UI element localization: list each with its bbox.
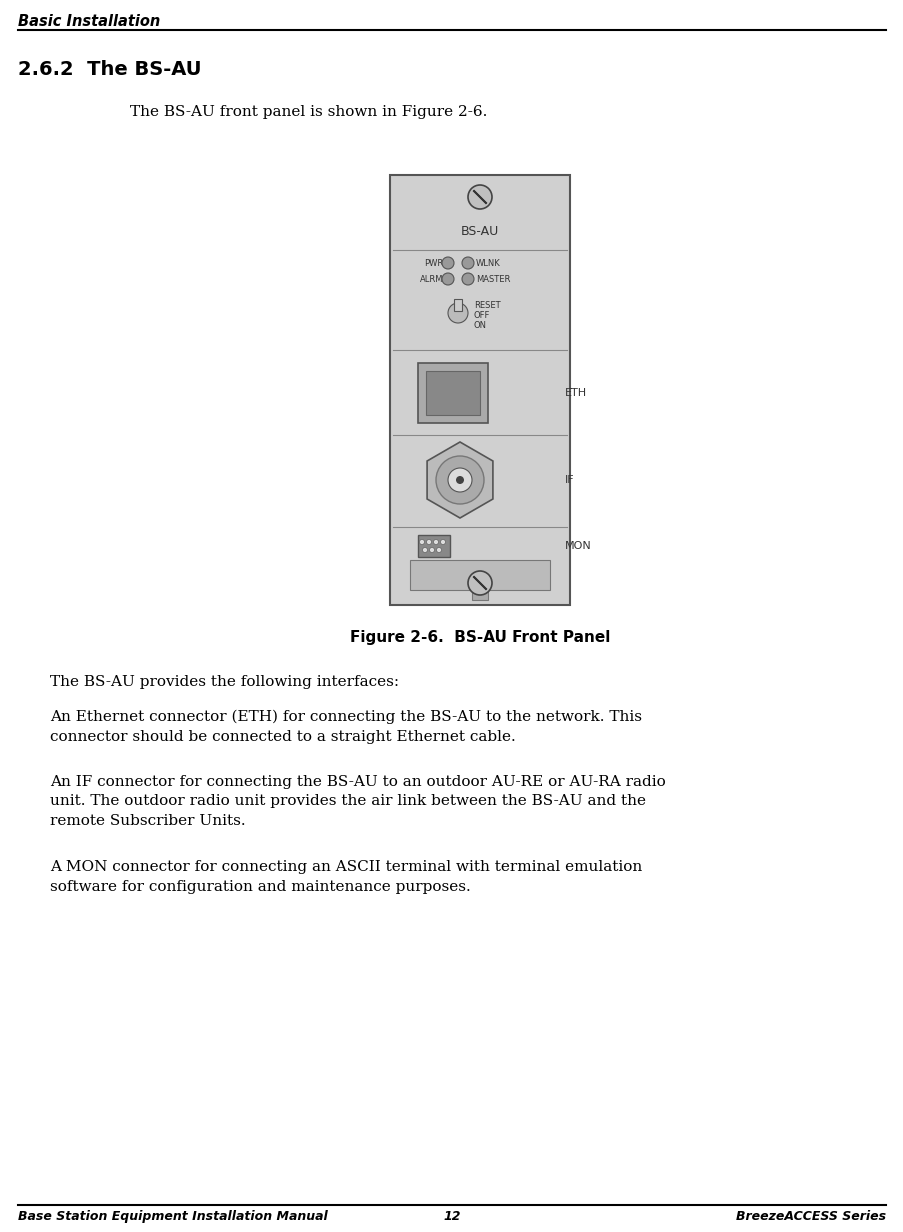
Circle shape [448,468,471,492]
Text: BreezeACCESS Series: BreezeACCESS Series [735,1210,885,1223]
Text: 12: 12 [442,1210,461,1223]
Text: Base Station Equipment Installation Manual: Base Station Equipment Installation Manu… [18,1210,328,1223]
Text: MASTER: MASTER [476,275,510,283]
Text: An IF connector for connecting the BS-AU to an outdoor AU-RE or AU-RA radio
unit: An IF connector for connecting the BS-AU… [50,775,665,828]
Polygon shape [426,442,492,517]
Circle shape [440,540,445,545]
Circle shape [442,257,453,269]
Circle shape [435,456,483,504]
Text: A MON connector for connecting an ASCII terminal with terminal emulation
softwar: A MON connector for connecting an ASCII … [50,860,641,893]
Circle shape [461,274,473,285]
Circle shape [419,540,424,545]
FancyBboxPatch shape [417,535,450,557]
Text: ALRM: ALRM [419,275,442,283]
Circle shape [468,570,491,595]
Circle shape [448,303,468,323]
Text: MON: MON [564,541,591,551]
Circle shape [436,547,441,552]
Circle shape [442,274,453,285]
Circle shape [468,185,491,209]
Circle shape [429,547,434,552]
FancyBboxPatch shape [410,561,549,590]
Circle shape [422,547,427,552]
Text: PWR: PWR [424,259,442,267]
Text: ETH: ETH [564,388,586,398]
FancyBboxPatch shape [453,299,461,310]
Text: RESET: RESET [473,301,500,309]
Text: Figure 2-6.  BS-AU Front Panel: Figure 2-6. BS-AU Front Panel [349,630,610,646]
Text: ON: ON [473,320,487,329]
Circle shape [433,540,438,545]
FancyBboxPatch shape [471,590,488,600]
Text: 2.6.2  The BS-AU: 2.6.2 The BS-AU [18,60,201,79]
Text: IF: IF [564,476,574,485]
Circle shape [461,257,473,269]
Circle shape [426,540,431,545]
Text: OFF: OFF [473,310,489,319]
Circle shape [455,476,463,484]
FancyBboxPatch shape [417,363,488,423]
Text: WLNK: WLNK [476,259,500,267]
Text: The BS-AU provides the following interfaces:: The BS-AU provides the following interfa… [50,675,399,689]
Text: BS-AU: BS-AU [461,225,498,238]
FancyBboxPatch shape [389,175,570,605]
Text: The BS-AU front panel is shown in Figure 2-6.: The BS-AU front panel is shown in Figure… [130,105,487,120]
FancyBboxPatch shape [425,371,479,415]
Text: An Ethernet connector (ETH) for connecting the BS-AU to the network. This
connec: An Ethernet connector (ETH) for connecti… [50,710,641,744]
Text: Basic Installation: Basic Installation [18,14,160,30]
